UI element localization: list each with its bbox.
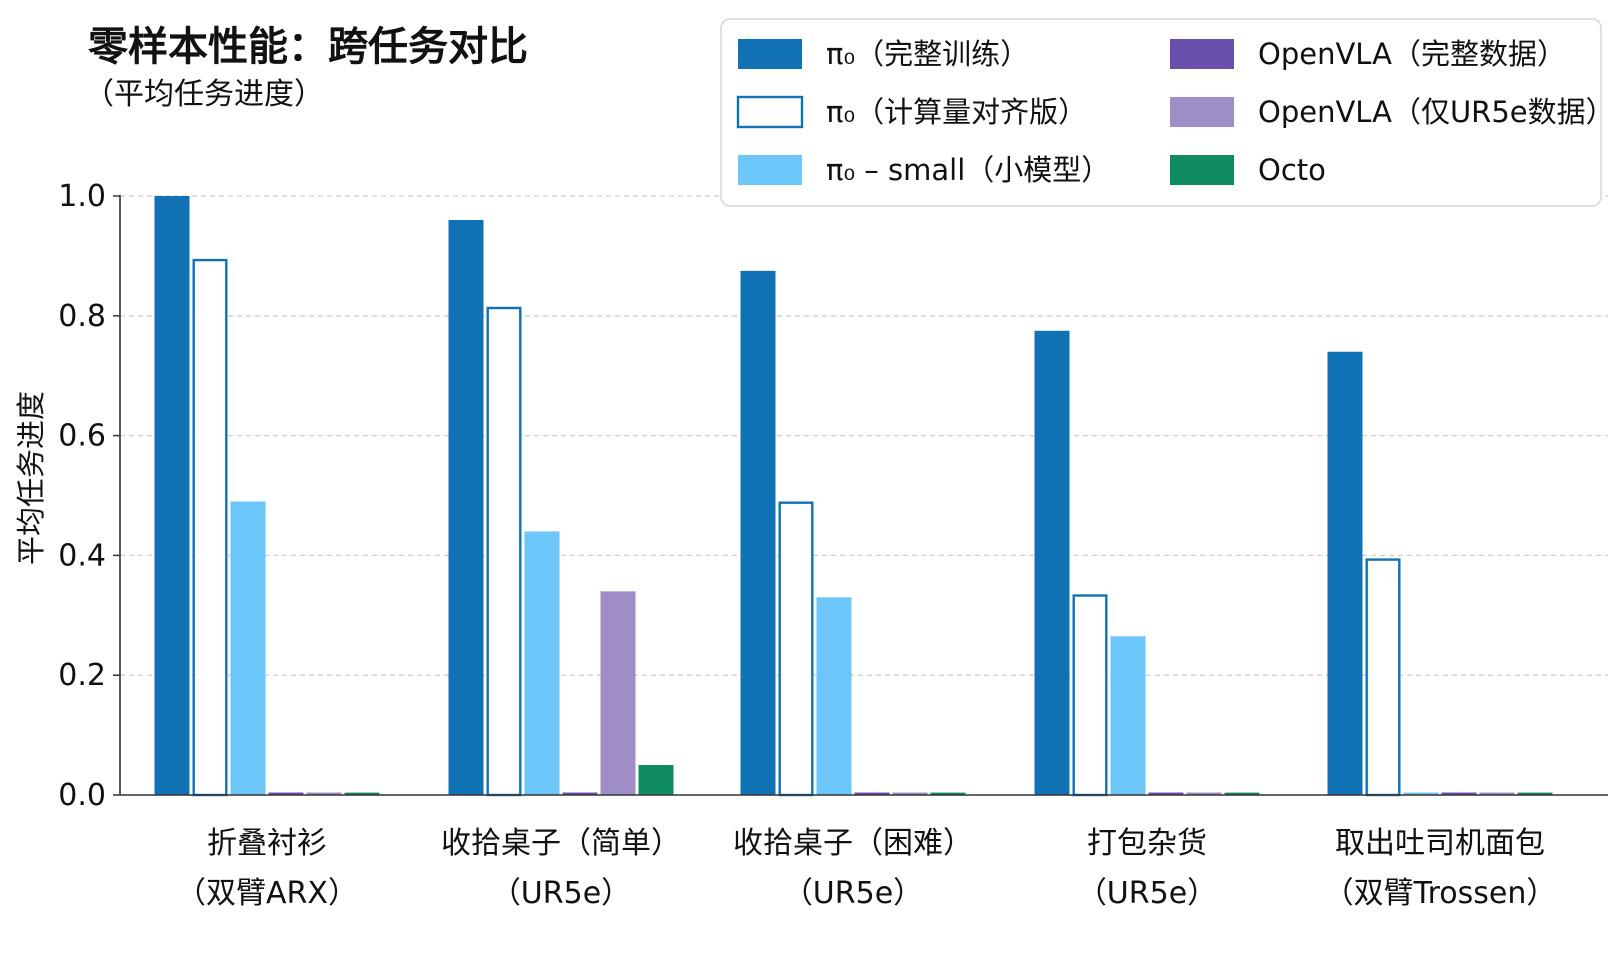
y-tick-label: 0.8: [58, 299, 106, 334]
x-tick-label: 打包杂货: [1087, 826, 1207, 861]
legend-label: OpenVLA（完整数据）: [1258, 37, 1566, 71]
bar: [1327, 351, 1363, 795]
bars: [154, 196, 1553, 797]
legend-label: π₀ – small（小模型）: [826, 153, 1110, 187]
bar: [524, 531, 560, 795]
y-ticks: 0.0 0.2 0.4 0.6 0.8 1.0: [58, 179, 120, 813]
legend-swatch: [736, 95, 804, 129]
bar: [740, 270, 776, 795]
x-tick-label: 折叠衬衫: [207, 826, 327, 861]
bar: [192, 258, 228, 797]
chart-subtitle: （平均任务进度）: [84, 77, 324, 112]
x-tick-label: （UR5e）: [1077, 876, 1217, 911]
legend-swatch: [738, 39, 802, 69]
bar: [1224, 792, 1260, 795]
bar: [1186, 792, 1222, 795]
x-tick-label: 收拾桌子（简单）: [441, 826, 681, 861]
bar: [344, 792, 380, 795]
bar: [562, 792, 598, 795]
x-tick-label: （UR5e）: [783, 876, 923, 911]
bar: [1517, 792, 1553, 795]
bar: [930, 792, 966, 795]
bar: [1365, 558, 1401, 797]
bar: [1072, 594, 1108, 797]
legend-label: π₀（完整训练）: [826, 37, 1029, 71]
bar: [1034, 330, 1070, 795]
bar: [1403, 792, 1439, 795]
legend-swatch: [738, 155, 802, 185]
legend-swatch: [1170, 155, 1234, 185]
x-tick-label: （UR5e）: [491, 876, 631, 911]
bar: [230, 501, 266, 795]
bar: [816, 597, 852, 795]
bar: [778, 501, 814, 797]
legend: π₀（完整训练） π₀（计算量对齐版） π₀ – small（小模型） OpenVLA…: [720, 18, 1615, 207]
bar: [306, 792, 342, 795]
x-tick-label: 收拾桌子（困难）: [733, 826, 973, 861]
bar: [268, 792, 304, 795]
bar: [486, 306, 522, 797]
y-tick-label: 1.0: [58, 179, 106, 214]
x-tick-label: （双臂ARX）: [176, 876, 358, 911]
y-tick-label: 0.0: [58, 778, 106, 813]
legend-label: π₀（计算量对齐版）: [826, 95, 1087, 129]
bar: [638, 765, 674, 795]
bar: [854, 792, 890, 795]
y-tick-label: 0.4: [58, 538, 106, 573]
bar: [892, 792, 928, 795]
grid: [120, 195, 1608, 676]
bar: [1148, 792, 1184, 795]
chart-title: 零样本性能：跨任务对比: [88, 24, 528, 70]
legend-frame: [720, 18, 1602, 207]
bar: [154, 196, 190, 795]
legend-label: Octo: [1258, 153, 1326, 187]
bar: [600, 591, 636, 795]
y-tick-label: 0.6: [58, 419, 106, 454]
x-tick-label: （双臂Trossen）: [1324, 876, 1557, 911]
axes: [119, 195, 1608, 796]
bar: [1479, 792, 1515, 795]
legend-swatch: [1170, 39, 1234, 69]
x-ticks: 折叠衬衫 （双臂ARX） 收拾桌子（简单） （UR5e） 收拾桌子（困难） （UR5e） 打…: [176, 826, 1556, 911]
legend-swatch: [1170, 97, 1234, 127]
bar: [448, 219, 484, 795]
bar: [1110, 636, 1146, 795]
x-tick-label: 取出吐司机面包: [1335, 826, 1545, 861]
y-axis-label: 平均任务进度: [14, 391, 48, 565]
bar: [1441, 792, 1477, 795]
legend-label: OpenVLA（仅UR5e数据）: [1258, 95, 1615, 129]
y-tick-label: 0.2: [58, 658, 106, 693]
